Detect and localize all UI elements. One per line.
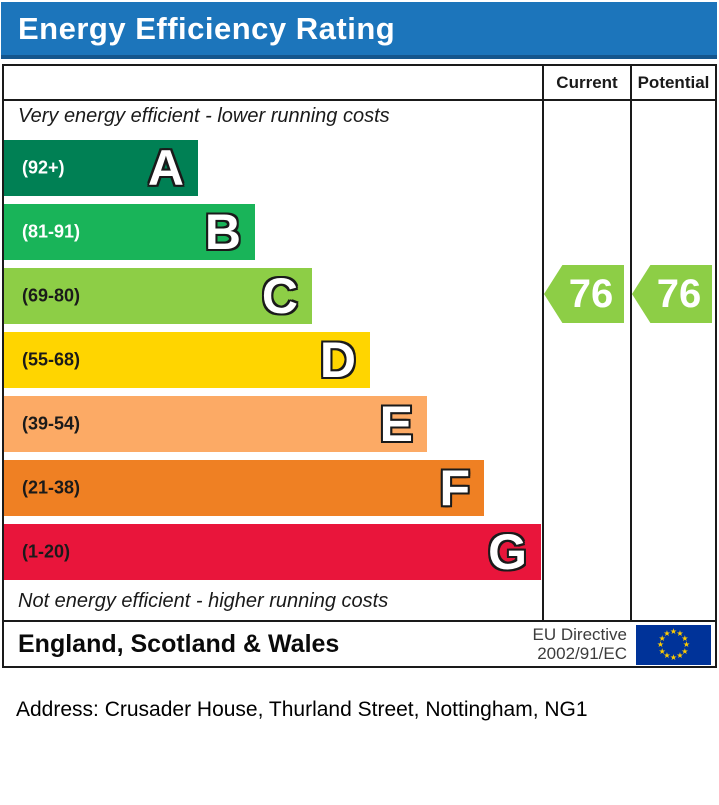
band-f-range: (21-38) (22, 477, 81, 498)
current-rating-arrow: 76 (544, 265, 624, 323)
band-f: (21-38) F (4, 460, 484, 516)
eu-directive-label: EU Directive 2002/91/EC (533, 625, 627, 663)
eu-star-icon: ★ (681, 633, 689, 643)
eu-directive-line2: 2002/91/EC (537, 644, 627, 663)
region-label: England, Scotland & Wales (18, 630, 340, 658)
band-c-letter: C (261, 268, 298, 324)
address-line: Address: Crusader House, Thurland Street… (16, 698, 588, 721)
band-g-range: (1-20) (22, 541, 71, 562)
eu-star-icon: ★ (682, 640, 691, 649)
column-divider-current (542, 66, 544, 620)
band-a-range: (92+) (22, 157, 65, 178)
eu-star-icon: ★ (669, 653, 678, 662)
top-note: Very energy efficient - lower running co… (18, 105, 390, 127)
column-header-potential: Potential (637, 73, 710, 92)
band-b-letter: B (204, 204, 241, 260)
eu-star-icon: ★ (669, 627, 678, 636)
band-f-letter: F (439, 460, 470, 516)
band-e: (39-54) E (4, 396, 427, 452)
footer-row-divider (4, 620, 715, 622)
eu-star-icon: ★ (663, 628, 671, 638)
band-d: (55-68) D (4, 332, 370, 388)
potential-rating-arrow: 76 (632, 265, 712, 323)
eu-star-icon: ★ (676, 628, 684, 638)
band-a: (92+) A (4, 140, 198, 196)
header-row-divider (4, 99, 715, 101)
band-c-range: (69-80) (22, 285, 81, 306)
band-a-letter: A (147, 140, 184, 196)
column-divider-potential (630, 66, 632, 620)
band-g-letter: G (488, 524, 527, 580)
band-d-letter: D (319, 332, 356, 388)
band-g: (1-20) G (4, 524, 541, 580)
potential-rating-value: 76 (656, 272, 702, 316)
title-banner: Energy Efficiency Rating (1, 2, 717, 59)
eu-directive-line1: EU Directive (532, 625, 627, 644)
bottom-note: Not energy efficient - higher running co… (18, 590, 389, 612)
band-b: (81-91) B (4, 204, 255, 260)
band-e-letter: E (379, 396, 413, 452)
column-header-current: Current (556, 73, 618, 92)
page-title: Energy Efficiency Rating (18, 10, 396, 46)
eu-star-icon: ★ (676, 651, 684, 661)
eu-star-icon: ★ (658, 646, 666, 656)
eu-flag-icon: ★ ★ ★ ★ ★ ★ ★ ★ ★ ★ ★ ★ (636, 625, 711, 665)
eu-star-icon: ★ (663, 651, 671, 661)
eu-star-icon: ★ (681, 646, 689, 656)
band-c: (69-80) C (4, 268, 312, 324)
current-rating-value: 76 (568, 272, 614, 316)
band-b-range: (81-91) (22, 221, 81, 242)
band-e-range: (39-54) (22, 413, 81, 434)
band-d-range: (55-68) (22, 349, 81, 370)
eu-star-icon: ★ (658, 633, 666, 643)
epc-table: Current Potential Very energy efficient … (2, 64, 717, 668)
eu-star-icon: ★ (656, 640, 665, 649)
